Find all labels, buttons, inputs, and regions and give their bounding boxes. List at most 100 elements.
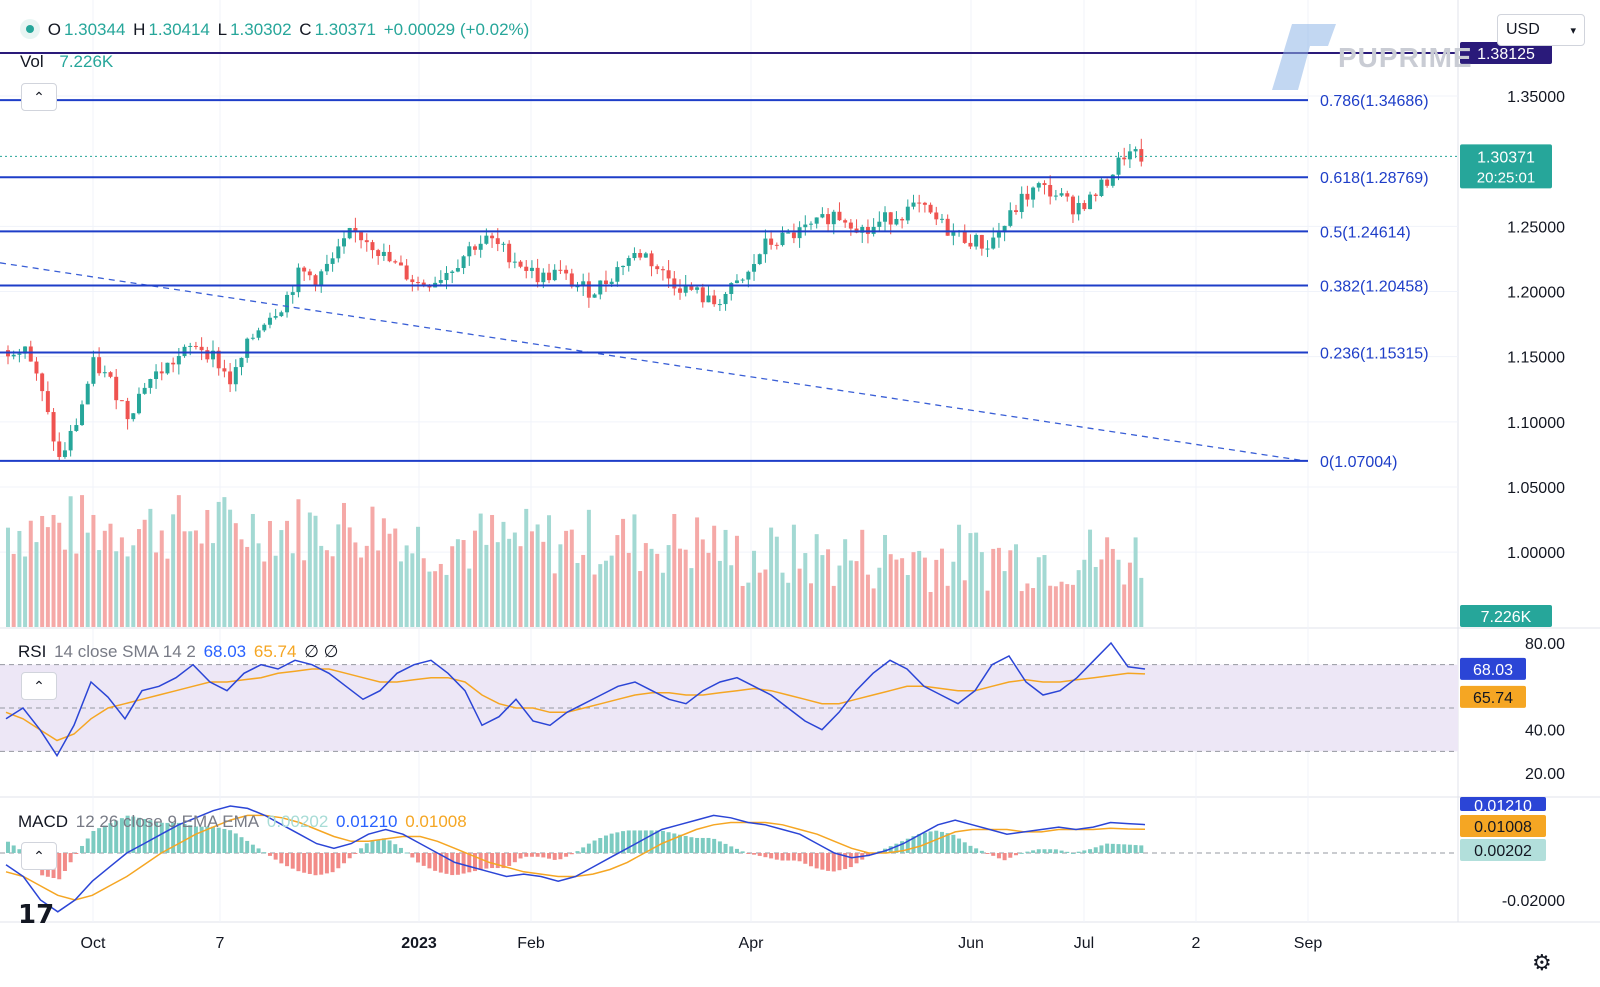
candle-body <box>951 231 956 236</box>
candle-body <box>307 271 312 276</box>
candle-body <box>285 294 290 313</box>
high-label: H <box>133 20 146 39</box>
volume-bar <box>205 509 210 627</box>
candle-body <box>1105 179 1110 186</box>
candle-body <box>911 202 916 207</box>
volume-bar <box>951 561 956 627</box>
volume-bar <box>843 539 848 627</box>
volume-bar <box>34 542 39 627</box>
volume-bar <box>279 530 284 627</box>
candle-body <box>114 376 119 401</box>
macd-histogram-bar <box>900 841 905 853</box>
candle-body <box>472 246 477 250</box>
volume-bar <box>581 554 586 627</box>
volume-bar <box>883 534 888 627</box>
volume-bar <box>273 555 278 627</box>
candle-body <box>1070 196 1075 215</box>
volume-bar <box>285 520 290 627</box>
settings-gear-icon[interactable]: ⚙ <box>1532 950 1552 975</box>
volume-bar <box>939 548 944 627</box>
volume-bar <box>193 530 198 627</box>
volume-bar <box>1042 555 1047 627</box>
macd-histogram-bar <box>393 844 398 853</box>
macd-histogram-bar <box>518 853 523 859</box>
macd-histogram-bar <box>808 853 813 867</box>
candle-body <box>45 391 50 413</box>
candle-body <box>974 234 979 247</box>
volume-bar <box>131 545 136 627</box>
macd-histogram-bar <box>171 822 176 853</box>
candle-body <box>427 285 432 288</box>
volume-bar <box>945 585 950 627</box>
volume-bar <box>547 515 552 627</box>
volume-bar <box>228 509 233 627</box>
high-value: 1.30414 <box>148 20 210 39</box>
volume-bar <box>393 528 398 627</box>
x-tick-label: Sep <box>1294 935 1323 952</box>
macd-histogram-bar <box>535 853 540 857</box>
candle-body <box>837 211 842 221</box>
volume-bar <box>569 529 574 627</box>
candle-body <box>376 250 381 256</box>
candle-body <box>1002 225 1007 233</box>
rsi-badge-value: 68.03 <box>1473 662 1513 679</box>
macd-histogram-bar <box>723 843 728 853</box>
candle-body <box>296 267 301 293</box>
fib-level-label: 0.618(1.28769) <box>1320 170 1429 187</box>
collapse-volume-button[interactable]: ⌃ <box>21 83 57 111</box>
volume-bar <box>495 542 500 627</box>
volume-bar <box>558 544 563 627</box>
currency-select[interactable]: USD ▾ <box>1497 14 1585 46</box>
macd-histogram-bar <box>683 835 688 853</box>
collapse-macd-button[interactable]: ⌃ <box>21 842 57 870</box>
macd-histogram-bar <box>848 853 853 868</box>
volume-bar <box>985 590 990 627</box>
volume-bar <box>159 530 164 627</box>
candle-body <box>302 267 307 272</box>
candle-body <box>461 256 466 269</box>
volume-bar <box>695 517 700 627</box>
candle-body <box>17 353 22 355</box>
volume-bar <box>791 524 796 627</box>
volume-bar <box>347 527 352 627</box>
candle-body <box>746 271 751 280</box>
volume-bar <box>979 552 984 627</box>
volume-bar <box>524 508 529 627</box>
low-label: L <box>217 20 228 39</box>
candle-body <box>1088 194 1093 210</box>
volume-bar <box>700 539 705 627</box>
volume-bar <box>6 527 10 627</box>
macd-histogram-bar <box>621 831 626 853</box>
volume-bar <box>1025 583 1030 627</box>
volume-bar <box>114 551 119 627</box>
candle-body <box>273 316 278 318</box>
volume-bar <box>774 536 779 627</box>
volume-bar <box>507 538 512 627</box>
macd-histogram-bar <box>712 838 717 853</box>
macd-histogram-bar <box>672 833 677 853</box>
close-value: 1.30371 <box>314 20 377 39</box>
volume-bar <box>250 513 255 627</box>
volume-bar <box>296 499 301 627</box>
collapse-rsi-button[interactable]: ⌃ <box>21 672 57 700</box>
candle-body <box>763 238 768 255</box>
candle-body <box>359 232 364 241</box>
candle-body <box>1082 202 1087 210</box>
volume-bar <box>1139 577 1144 627</box>
macd-legend: MACD 12 26 close 9 EMA EMA 0.00202 0.012… <box>18 812 470 832</box>
fib-level-label: 0.786(1.34686) <box>1320 93 1429 110</box>
volume-bar <box>729 565 734 627</box>
macd-histogram-bar <box>837 853 842 871</box>
macd-hist-value: 0.00202 <box>266 812 329 831</box>
macd-histogram-bar <box>74 853 79 854</box>
candle-body <box>1042 183 1047 185</box>
macd-histogram-bar <box>564 853 569 857</box>
rsi-sma-line <box>5 668 1146 742</box>
candle-body <box>478 243 483 250</box>
volume-bar <box>154 552 159 627</box>
macd-histogram-bar <box>786 853 791 861</box>
ohlc-legend: O 1.30344 H 1.30414 L 1.30302 C 1.30371 +0.0… <box>20 19 532 40</box>
close-label: C <box>299 20 312 39</box>
volume-bar <box>410 553 415 627</box>
